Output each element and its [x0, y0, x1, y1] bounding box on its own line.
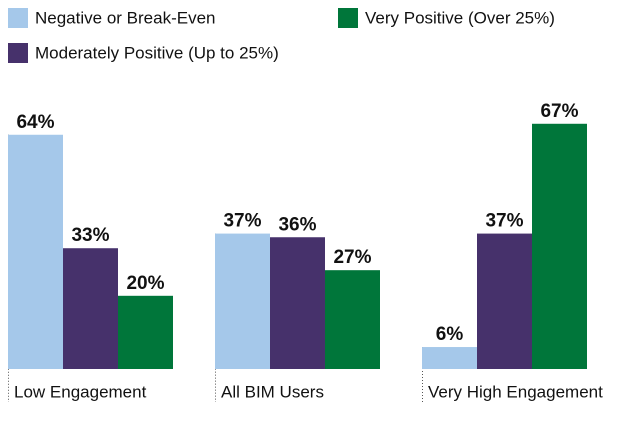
data-label: 27% [333, 247, 371, 268]
data-label: 33% [71, 225, 109, 246]
bar [477, 233, 532, 369]
x-tick-label: Low Engagement [14, 382, 147, 401]
bar [8, 134, 63, 369]
data-label: 36% [278, 214, 316, 235]
bar [532, 123, 587, 369]
data-label: 37% [223, 211, 261, 232]
legend-label: Very Positive (Over 25%) [365, 8, 555, 27]
legend-swatch [8, 8, 28, 28]
legend-label: Negative or Break-Even [35, 8, 215, 27]
data-label: 37% [485, 211, 523, 232]
bar [422, 347, 477, 369]
data-label: 6% [436, 324, 464, 345]
data-label: 20% [126, 273, 164, 294]
x-tick-label: Very High Engagement [428, 382, 603, 401]
x-tick-label: All BIM Users [221, 382, 324, 401]
legend-label: Moderately Positive (Up to 25%) [35, 43, 279, 62]
bar [118, 295, 173, 369]
data-label: 64% [16, 112, 54, 133]
bar [270, 237, 325, 369]
legend-swatch [8, 43, 28, 63]
data-label: 67% [540, 101, 578, 122]
bar [215, 233, 270, 369]
legend-swatch [338, 8, 358, 28]
bar [63, 248, 118, 369]
bar [325, 270, 380, 369]
